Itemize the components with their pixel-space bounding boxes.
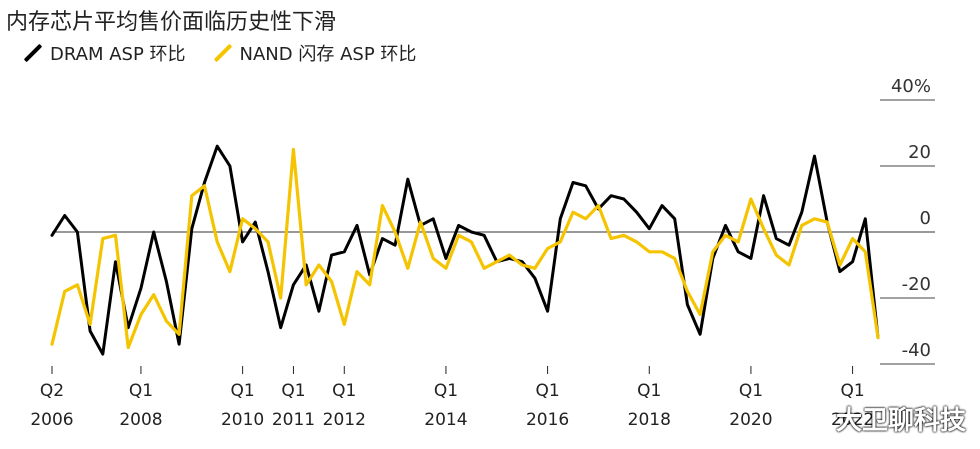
watermark: 大卫聊科技 bbox=[835, 406, 966, 436]
x-tick-quarter: Q1 bbox=[840, 381, 864, 401]
x-tick-quarter: Q1 bbox=[637, 381, 661, 401]
x-tick-year: 2010 bbox=[221, 410, 264, 430]
x-tick-quarter: Q1 bbox=[535, 381, 559, 401]
x-tick-year: 2012 bbox=[323, 410, 366, 430]
x-tick-year: 2016 bbox=[526, 410, 569, 430]
series-line-nand bbox=[50, 147, 880, 350]
legend-label-dram: DRAM ASP 环比 bbox=[50, 44, 186, 65]
x-tick-year: 2011 bbox=[272, 410, 315, 430]
y-tick-label: 40% bbox=[891, 76, 931, 97]
x-tick-year: 2022 bbox=[831, 410, 874, 430]
y-tick-label: 0 bbox=[920, 208, 931, 229]
x-tick-year: 2008 bbox=[119, 410, 162, 430]
x-tick-year: 2018 bbox=[628, 410, 671, 430]
y-tick-label: -20 bbox=[902, 274, 931, 295]
x-tick-year: 2020 bbox=[729, 410, 772, 430]
legend: DRAM ASP 环比 NAND 闪存 ASP 环比 bbox=[23, 40, 434, 66]
x-tick-year: 2014 bbox=[424, 410, 467, 430]
legend-item-dram: DRAM ASP 环比 bbox=[23, 40, 186, 66]
x-tick-quarter: Q2 bbox=[40, 381, 64, 401]
series-line-dram bbox=[50, 144, 880, 356]
x-tick-quarter: Q1 bbox=[281, 381, 305, 401]
chart-title: 内存芯片平均售价面临历史性下滑 bbox=[6, 10, 337, 35]
x-tick-quarter: Q1 bbox=[434, 381, 458, 401]
x-tick-quarter: Q1 bbox=[129, 381, 153, 401]
x-tick-quarter: Q1 bbox=[231, 381, 255, 401]
y-tick-label: 20 bbox=[908, 142, 931, 163]
legend-item-nand: NAND 闪存 ASP 环比 bbox=[213, 40, 417, 66]
legend-label-nand: NAND 闪存 ASP 环比 bbox=[239, 44, 417, 65]
y-tick-label: -40 bbox=[902, 340, 931, 361]
x-tick-quarter: Q1 bbox=[332, 381, 356, 401]
x-tick-quarter: Q1 bbox=[739, 381, 763, 401]
x-tick-year: 2006 bbox=[30, 410, 73, 430]
